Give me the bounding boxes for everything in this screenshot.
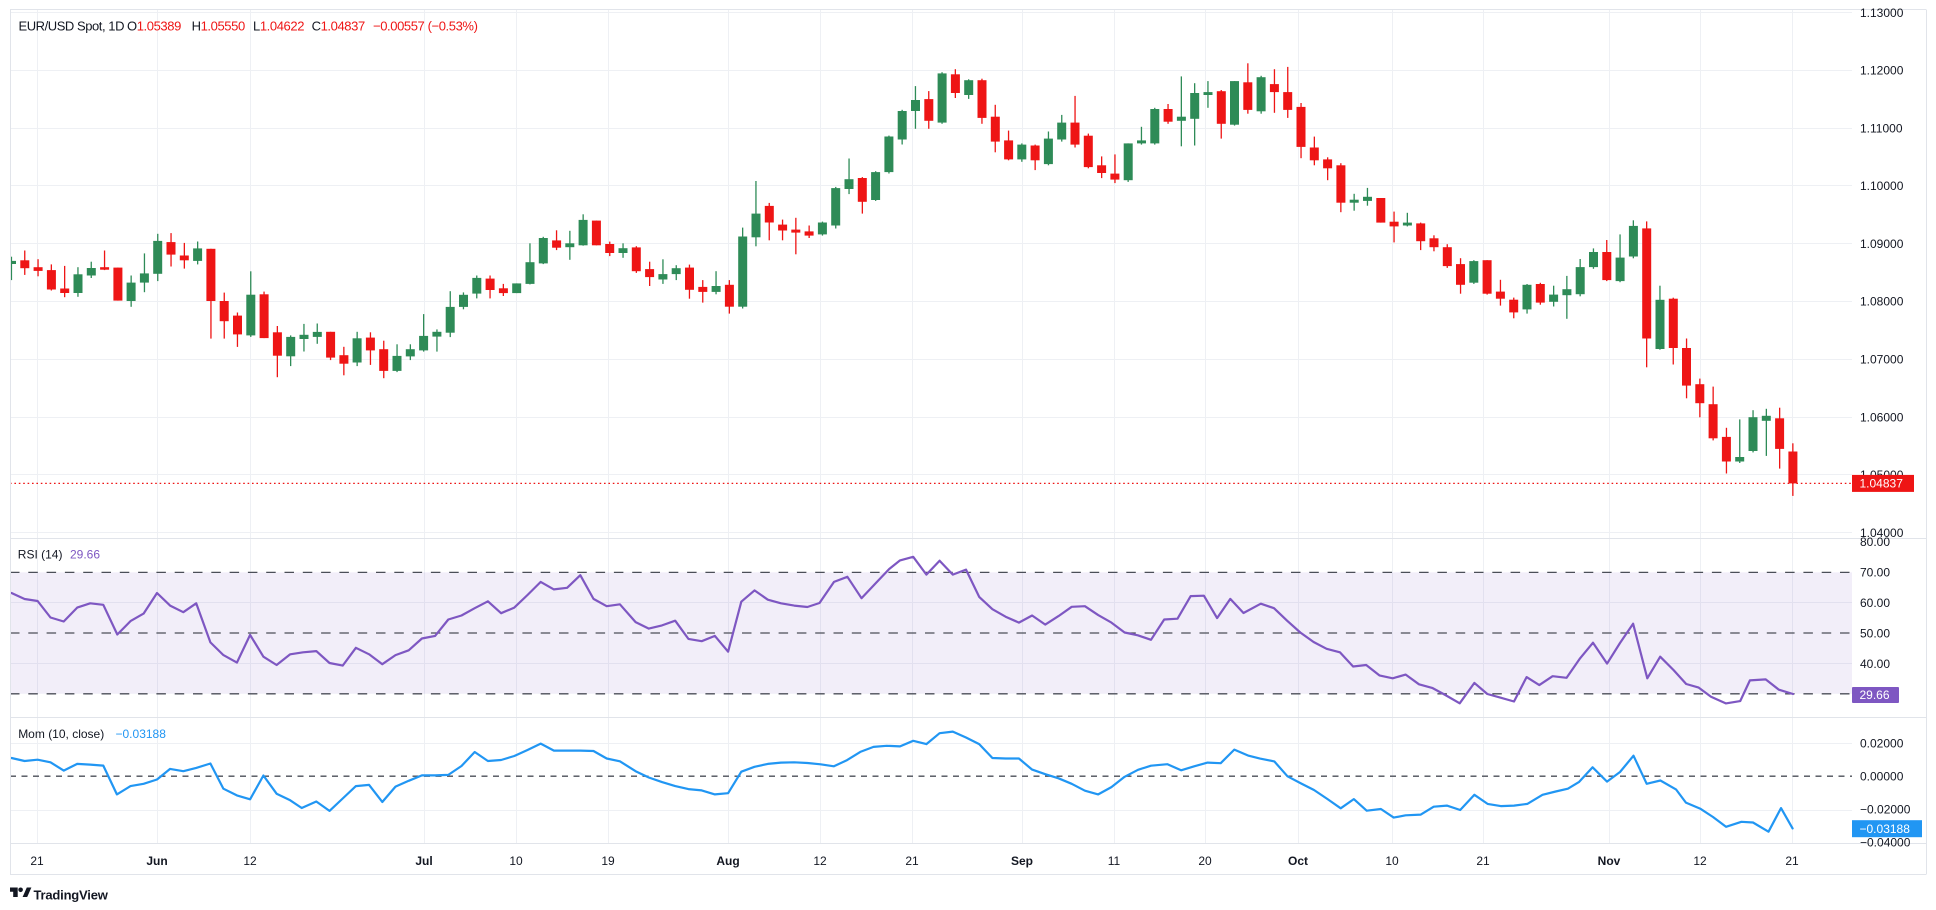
svg-text:12: 12 xyxy=(813,854,827,868)
svg-text:29.66: 29.66 xyxy=(70,548,100,562)
svg-text:80.00: 80.00 xyxy=(1860,535,1890,549)
svg-text:21: 21 xyxy=(1476,854,1490,868)
svg-text:−0.03188: −0.03188 xyxy=(1860,822,1911,836)
svg-text:29.66: 29.66 xyxy=(1860,688,1890,702)
svg-text:1.10000: 1.10000 xyxy=(1860,179,1904,193)
svg-text:Mom (10, close): Mom (10, close) xyxy=(18,727,104,741)
svg-text:12: 12 xyxy=(1693,854,1707,868)
svg-text:21: 21 xyxy=(905,854,919,868)
svg-text:Jun: Jun xyxy=(146,854,167,868)
svg-text:1.08000: 1.08000 xyxy=(1860,295,1904,309)
svg-text:50.00: 50.00 xyxy=(1860,626,1890,640)
svg-text:70.00: 70.00 xyxy=(1860,566,1890,580)
svg-text:19: 19 xyxy=(601,854,615,868)
svg-text:EUR/USD Spot, 1D: EUR/USD Spot, 1D xyxy=(19,19,125,34)
svg-text:Jul: Jul xyxy=(415,854,432,868)
svg-text:Nov: Nov xyxy=(1598,854,1621,868)
svg-text:1.07000: 1.07000 xyxy=(1860,353,1904,367)
svg-text:−0.00557 (−0.53%): −0.00557 (−0.53%) xyxy=(373,19,478,34)
svg-text:Sep: Sep xyxy=(1011,854,1033,868)
svg-text:1.04000: 1.04000 xyxy=(1860,526,1904,540)
svg-text:60.00: 60.00 xyxy=(1860,596,1890,610)
svg-text:1.13000: 1.13000 xyxy=(1860,6,1904,20)
svg-text:1.06000: 1.06000 xyxy=(1860,410,1904,424)
svg-text:10: 10 xyxy=(1385,854,1399,868)
svg-text:1.09000: 1.09000 xyxy=(1860,237,1904,251)
svg-text:12: 12 xyxy=(243,854,257,868)
svg-text:1.04837: 1.04837 xyxy=(1860,477,1904,491)
svg-text:1.11000: 1.11000 xyxy=(1860,121,1903,135)
svg-text:TradingView: TradingView xyxy=(34,888,109,903)
svg-text:−0.02000: −0.02000 xyxy=(1860,803,1911,817)
svg-text:20: 20 xyxy=(1198,854,1212,868)
svg-text:11: 11 xyxy=(1108,854,1121,868)
svg-text:0.00000: 0.00000 xyxy=(1860,769,1904,783)
svg-text:40.00: 40.00 xyxy=(1860,657,1890,671)
svg-text:C1.04837: C1.04837 xyxy=(312,19,365,34)
svg-text:Aug: Aug xyxy=(716,854,739,868)
svg-text:1.12000: 1.12000 xyxy=(1860,64,1904,78)
svg-text:21: 21 xyxy=(30,854,44,868)
svg-text:L1.04622: L1.04622 xyxy=(253,19,304,34)
svg-text:21: 21 xyxy=(1785,854,1799,868)
svg-text:−0.04000: −0.04000 xyxy=(1860,836,1911,850)
svg-text:10: 10 xyxy=(509,854,523,868)
svg-text:0.02000: 0.02000 xyxy=(1860,736,1904,750)
svg-text:RSI (14): RSI (14) xyxy=(18,548,63,562)
svg-text:Oct: Oct xyxy=(1288,854,1308,868)
svg-text:−0.03188: −0.03188 xyxy=(116,727,167,741)
svg-text:H1.05550: H1.05550 xyxy=(192,19,245,34)
svg-text:O1.05389: O1.05389 xyxy=(127,19,181,34)
